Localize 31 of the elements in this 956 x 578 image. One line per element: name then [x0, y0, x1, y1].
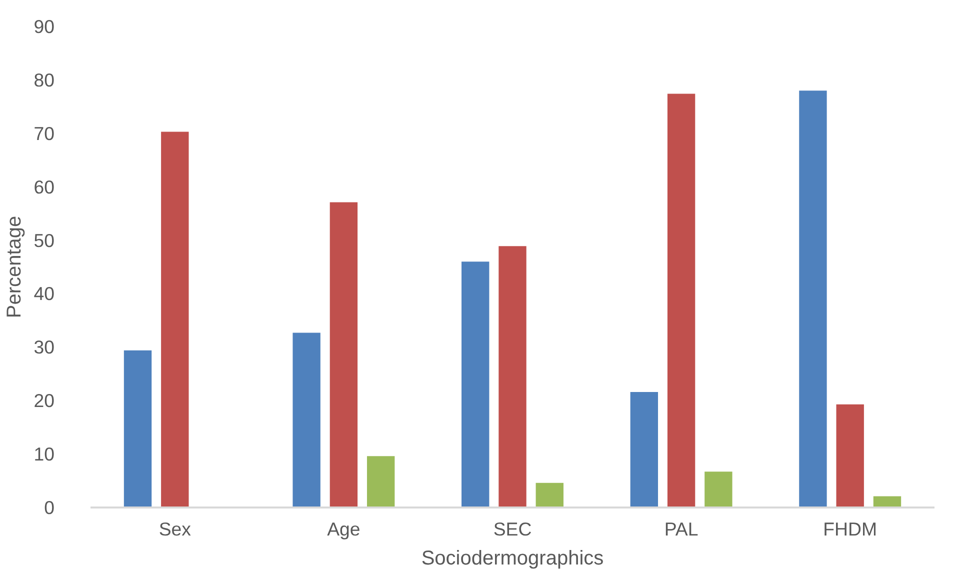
y-tick-label: 80: [34, 69, 55, 90]
y-tick-label: 50: [34, 230, 55, 251]
bar: [328, 201, 359, 508]
bar: [122, 349, 153, 508]
y-tick-label: 20: [34, 390, 55, 412]
y-tick-label: 30: [34, 336, 55, 358]
bar: [366, 455, 396, 508]
bar: [460, 260, 490, 508]
y-axis-title: Percentage: [4, 216, 26, 318]
bar: [835, 403, 865, 508]
y-tick-label: 90: [34, 16, 55, 37]
bar: [534, 482, 564, 508]
y-tick-label: 40: [34, 283, 55, 304]
y-tick-label: 70: [34, 122, 55, 144]
x-tick-label: FHDM: [823, 518, 878, 540]
y-tick-label: 10: [34, 444, 55, 465]
bar: [872, 495, 902, 508]
bar: [292, 332, 322, 508]
bar: [629, 391, 660, 508]
bar: [798, 90, 828, 508]
x-tick-label: PAL: [664, 518, 698, 540]
bar: [160, 130, 190, 508]
x-axis-title: Sociodermographics: [421, 548, 604, 570]
x-tick-label: SEC: [493, 518, 532, 540]
bar: [498, 245, 528, 508]
bar: [704, 470, 734, 508]
x-tick-label: Sex: [158, 518, 192, 540]
bar: [666, 92, 696, 508]
y-tick-label: 60: [34, 176, 55, 198]
x-tick-label: Age: [327, 518, 360, 540]
y-tick-label: 0: [44, 497, 55, 518]
